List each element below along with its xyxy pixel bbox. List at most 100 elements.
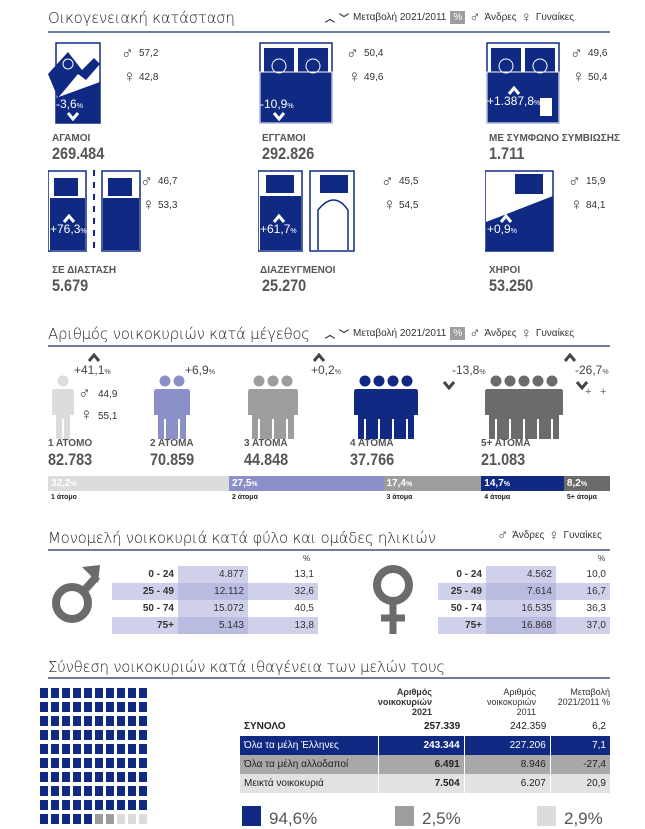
waffle-square xyxy=(95,702,103,712)
female-icon: ♀ xyxy=(548,527,560,544)
table-row: 75+ 5.143 13,8 xyxy=(112,617,318,634)
household-value: 82.783 xyxy=(48,450,93,469)
waffle-square xyxy=(128,772,136,782)
marital-value: 269.484 xyxy=(52,144,105,163)
chevron-up-icon xyxy=(87,353,101,362)
cell-value: 6,2 xyxy=(592,721,606,732)
female-big-icon xyxy=(373,565,413,634)
female-icon: ♀ xyxy=(520,325,532,342)
waffle-square xyxy=(40,716,48,726)
waffle-square xyxy=(95,800,103,810)
waffle-square xyxy=(40,772,48,782)
waffle-square xyxy=(139,814,147,824)
legend-men: Άνδρες xyxy=(512,530,545,541)
marital-value: 292.826 xyxy=(262,144,315,163)
count: 12.112 xyxy=(178,583,248,600)
marital-label: ΕΓΓΑΜΟΙ xyxy=(262,133,306,144)
share-value: 8,2 xyxy=(566,478,581,489)
female-icon: ♀ xyxy=(570,195,583,214)
legend: ♂ Άνδρες ♀ Γυναίκες xyxy=(497,528,602,543)
change: -26,7% xyxy=(575,363,609,377)
waffle-square xyxy=(62,800,70,810)
waffle-square xyxy=(73,786,81,796)
header-change: Μεταβολή 2021/2011 % xyxy=(557,687,610,707)
female-share: 42,8 xyxy=(139,72,159,83)
waffle-square xyxy=(128,814,136,824)
waffle-square xyxy=(117,772,125,782)
table-row: 75+ 16.868 37,0 xyxy=(438,617,610,634)
bed-icon xyxy=(48,42,101,124)
cell-value: 7.504 xyxy=(378,774,465,793)
waffle-square xyxy=(128,744,136,754)
male-icon: ♂ xyxy=(469,325,481,342)
change-number: -26,7 xyxy=(575,363,603,377)
male-icon: ♂ xyxy=(568,172,581,191)
waffle-square xyxy=(73,730,81,740)
chevron-up-icon xyxy=(499,214,513,223)
cell-value: 6.207 xyxy=(464,774,551,793)
waffle-square xyxy=(95,814,103,824)
pct-header: % xyxy=(598,554,606,563)
household-value: 21.083 xyxy=(481,450,526,469)
cell-value: 7,1 xyxy=(592,740,606,751)
age-group: 75+ xyxy=(112,617,178,634)
change-value: +0,9% xyxy=(487,222,517,236)
age-group: 0 - 24 xyxy=(112,566,178,583)
change-number: +0,9 xyxy=(487,222,511,236)
header-2011: Αριθμός νοικοκυριών 2011 xyxy=(487,687,536,717)
change: +6,9% xyxy=(185,363,215,377)
cell-value: 242.359 xyxy=(510,721,547,732)
pct-sign: % xyxy=(251,481,258,488)
cell-value: 6.491 xyxy=(378,755,465,774)
waffle-square xyxy=(62,744,70,754)
chevron-up-icon xyxy=(507,86,521,95)
waffle-square xyxy=(128,688,136,698)
marital-value: 53.250 xyxy=(489,276,534,295)
pct-sign: % xyxy=(70,481,77,488)
share-bar-label: 5+ άτομα xyxy=(566,494,597,501)
percent: 16,7 xyxy=(556,583,610,600)
chevron-up-icon xyxy=(312,353,326,362)
waffle-square xyxy=(51,800,59,810)
waffle-square xyxy=(62,786,70,796)
waffle-square xyxy=(40,814,48,824)
waffle-square xyxy=(40,730,48,740)
waffle-square xyxy=(40,800,48,810)
change-number: -13,8 xyxy=(452,363,480,377)
waffle-square xyxy=(139,688,147,698)
waffle-square xyxy=(84,688,92,698)
legend-women: Γυναίκες xyxy=(535,328,575,339)
waffle-square xyxy=(106,730,114,740)
count: 5.143 xyxy=(178,617,248,634)
marital-label: ΑΓΑΜΟΙ xyxy=(52,133,91,144)
male-share: 50,4 xyxy=(364,48,384,59)
plus-icon: + xyxy=(585,386,592,398)
waffle-square xyxy=(106,800,114,810)
chevron-up-icon xyxy=(563,353,577,362)
pct-sign: % xyxy=(580,481,588,488)
waffle-square xyxy=(84,702,92,712)
change-number: +1.387,8 xyxy=(487,94,535,108)
waffle-square xyxy=(62,814,70,824)
waffle-square xyxy=(139,786,147,796)
change-value: +1.387,8% xyxy=(487,94,540,108)
cell-value: 257.339 xyxy=(423,721,461,732)
share-bar-segment: 32,2% xyxy=(48,476,229,491)
waffle-square xyxy=(117,744,125,754)
marital-label: ΜΕ ΣΥΜΦΩΝΟ ΣΥΜΒΙΩΣΗΣ xyxy=(489,133,621,144)
waffle-square xyxy=(128,730,136,740)
plus-icon: + xyxy=(600,386,607,398)
count: 16.535 xyxy=(486,600,556,617)
pct-sign: % xyxy=(80,228,87,235)
share-swatch xyxy=(537,806,556,826)
person-icon xyxy=(276,375,298,439)
legend: ︿ ﹀ Μεταβολή 2021/2011 % ♂ Άνδρες ♀ Γυνα… xyxy=(325,326,574,341)
single-title: Μονομελή νοικοκυριά κατά φύλο και ομάδες… xyxy=(48,529,436,547)
waffle-square xyxy=(117,688,125,698)
waffle-square xyxy=(73,716,81,726)
waffle-square xyxy=(73,814,81,824)
change-value: -3,6% xyxy=(56,97,83,111)
share-bar-label: 3 άτομα xyxy=(386,494,413,501)
female-share: 54,5 xyxy=(399,200,419,211)
pct-sign: % xyxy=(479,369,486,376)
